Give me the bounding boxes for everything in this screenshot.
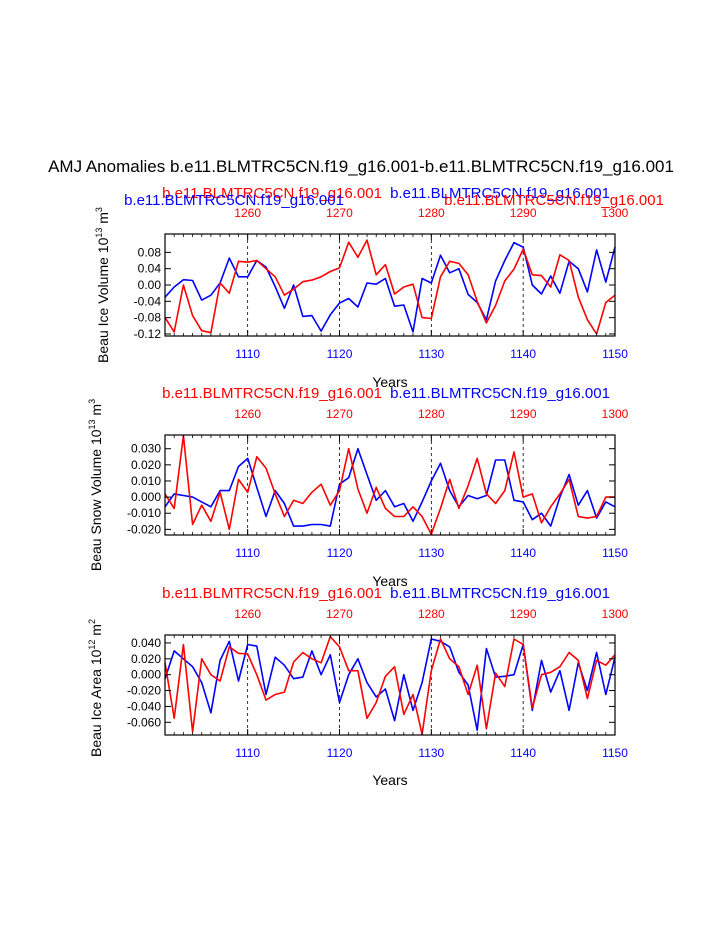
x-tick-label-bottom: 1150 xyxy=(602,546,628,560)
x-axis-label: Years xyxy=(372,374,407,390)
top-series-label-red: b.e11.BLMTRC5CN.f19_g16.001 xyxy=(162,585,382,602)
x-tick-label-top: 1290 xyxy=(510,206,537,220)
y-tick-label: 0.040 xyxy=(131,636,161,650)
x-tick-label-top: 1300 xyxy=(602,607,629,621)
x-tick-label-bottom: 1120 xyxy=(327,546,353,560)
x-tick-label-top: 1260 xyxy=(234,407,261,421)
figure-title: AMJ Anomalies b.e11.BLMTRC5CN.f19_g16.00… xyxy=(48,157,674,176)
x-tick-label-bottom: 1130 xyxy=(418,746,444,760)
x-axis-label: Years xyxy=(372,573,407,589)
top-series-label-blue: b.e11.BLMTRC5CN.f19_g16.001 xyxy=(390,185,610,202)
y-tick-label: -0.08 xyxy=(134,311,162,325)
x-tick-label-bottom: 1140 xyxy=(510,347,536,361)
top-series-label-red: b.e11.BLMTRC5CN.f19_g16.001 xyxy=(162,185,382,202)
y-tick-label: -0.010 xyxy=(127,506,161,520)
series-line-blue xyxy=(164,447,616,527)
extra-series-label-red: b.e11.BLMTRC5CN.f19_g16.001 xyxy=(444,192,664,209)
top-series-label-blue: b.e11.BLMTRC5CN.f19_g16.001 xyxy=(390,585,610,602)
plot-frame xyxy=(164,434,616,536)
y-axis-label: Beau Snow Volume 1013 m3 xyxy=(87,399,104,571)
x-tick-label-top: 1270 xyxy=(326,206,353,220)
x-tick-label-top: 1260 xyxy=(234,206,261,220)
x-tick-label-top: 1280 xyxy=(418,407,445,421)
x-tick-label-bottom: 1130 xyxy=(418,347,444,361)
series-line-red xyxy=(164,434,615,536)
y-axis-label: Beau Ice Volume 1013 m3 xyxy=(94,207,111,363)
y-tick-label: 0.000 xyxy=(131,490,161,504)
plot-frame xyxy=(164,634,616,736)
x-tick-label-top: 1270 xyxy=(326,407,353,421)
x-tick-label-top: 1260 xyxy=(234,607,261,621)
panel-ice-area: b.e11.BLMTRC5CN.f19_g16.001 b.e11.BLMTRC… xyxy=(87,585,629,788)
series-line-blue xyxy=(164,241,616,333)
top-series-label-blue: b.e11.BLMTRC5CN.f19_g16.001 xyxy=(390,385,610,402)
y-tick-label: -0.060 xyxy=(127,715,161,729)
x-tick-label-bottom: 1120 xyxy=(327,746,353,760)
panel-ice-volume: b.e11.BLMTRC5CN.f19_g16.001 b.e11.BLMTRC… xyxy=(94,185,664,390)
x-tick-label-bottom: 1150 xyxy=(602,746,628,760)
x-tick-label-bottom: 1140 xyxy=(510,546,536,560)
x-tick-label-top: 1300 xyxy=(602,206,629,220)
top-series-label-red: b.e11.BLMTRC5CN.f19_g16.001 xyxy=(162,385,382,402)
y-tick-label: 0.020 xyxy=(131,652,161,666)
x-tick-label-bottom: 1140 xyxy=(510,746,536,760)
x-tick-label-bottom: 1150 xyxy=(602,347,628,361)
y-tick-label: 0.020 xyxy=(131,458,161,472)
y-tick-label: 0.030 xyxy=(131,442,161,456)
x-tick-label-top: 1270 xyxy=(326,607,353,621)
y-tick-label: -0.12 xyxy=(134,327,162,341)
x-axis-label: Years xyxy=(372,772,407,788)
x-tick-label-top: 1290 xyxy=(510,607,537,621)
x-tick-label-top: 1280 xyxy=(418,206,445,220)
extra-series-label-blue: b.e11.BLMTRC5CN.f19_g16.001 xyxy=(124,192,344,209)
x-tick-label-bottom: 1110 xyxy=(235,347,260,361)
y-tick-label: -0.04 xyxy=(134,294,162,308)
panel-snow-volume: b.e11.BLMTRC5CN.f19_g16.001 b.e11.BLMTRC… xyxy=(87,385,629,589)
y-axis-label: Beau Ice Area 1012 m2 xyxy=(87,619,104,757)
x-tick-label-bottom: 1130 xyxy=(418,546,444,560)
x-tick-label-top: 1290 xyxy=(510,407,537,421)
x-tick-label-top: 1280 xyxy=(418,607,445,621)
y-tick-label: 0.000 xyxy=(131,668,161,682)
y-tick-label: -0.020 xyxy=(127,522,161,536)
y-tick-label: 0.00 xyxy=(138,278,162,292)
y-tick-label: -0.020 xyxy=(127,684,161,698)
x-tick-label-bottom: 1110 xyxy=(235,746,260,760)
series-line-red xyxy=(164,239,616,335)
y-tick-label: -0.040 xyxy=(127,699,161,713)
x-tick-label-bottom: 1110 xyxy=(235,546,260,560)
y-tick-label: 0.010 xyxy=(131,474,161,488)
series-line-blue xyxy=(164,638,616,732)
y-tick-label: 0.08 xyxy=(138,245,162,259)
y-tick-label: 0.04 xyxy=(138,262,162,276)
x-tick-label-bottom: 1120 xyxy=(327,347,353,361)
series-line-red xyxy=(164,635,616,736)
plot-frame xyxy=(164,233,616,337)
x-tick-label-top: 1300 xyxy=(602,407,629,421)
